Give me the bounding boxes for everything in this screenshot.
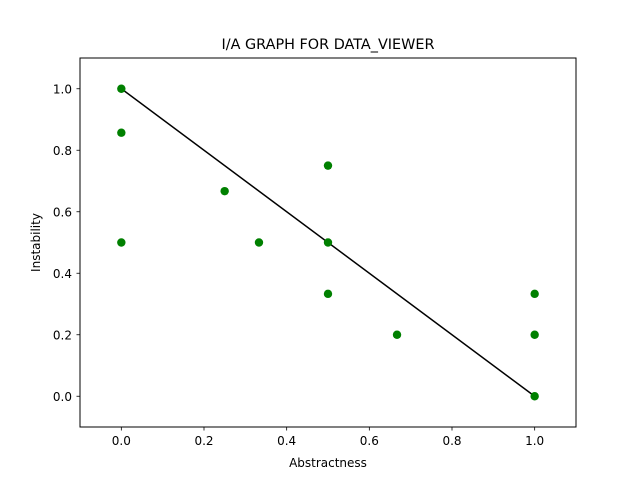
y-tick-label: 0.4 — [53, 267, 72, 281]
data-point — [220, 186, 229, 196]
chart-title: I/A GRAPH FOR DATA_VIEWER — [222, 37, 435, 53]
plot-area — [117, 84, 539, 401]
x-tick-label: 0.0 — [112, 434, 131, 448]
data-point — [530, 392, 539, 401]
data-point — [254, 238, 264, 247]
x-tick-label: 0.4 — [277, 434, 296, 448]
data-point — [323, 161, 333, 170]
x-tick-label: 0.2 — [194, 434, 213, 448]
data-point — [530, 330, 539, 339]
data-point — [117, 84, 126, 93]
data-point — [117, 128, 126, 137]
x-axis: 0.0 0.2 0.4 0.6 0.8 1.0 — [112, 427, 544, 448]
x-tick-label: 0.8 — [442, 434, 461, 448]
data-point — [392, 330, 402, 339]
axes-frame — [79, 57, 577, 428]
data-point — [117, 238, 126, 247]
y-tick-label: 0.2 — [53, 328, 72, 342]
x-tick-label: 1.0 — [525, 434, 544, 448]
data-point — [530, 289, 539, 299]
y-axis: 0.0 0.2 0.4 0.6 0.8 1.0 — [53, 82, 80, 404]
data-point — [323, 238, 333, 247]
y-tick-label: 0.0 — [53, 390, 72, 404]
x-axis-label: Abstractness — [289, 456, 367, 470]
y-axis-label: Instability — [29, 213, 43, 272]
y-tick-label: 0.6 — [53, 205, 72, 219]
y-tick-label: 0.8 — [53, 144, 72, 158]
data-point — [323, 289, 333, 299]
y-tick-label: 1.0 — [53, 82, 72, 96]
x-tick-label: 0.6 — [360, 434, 379, 448]
